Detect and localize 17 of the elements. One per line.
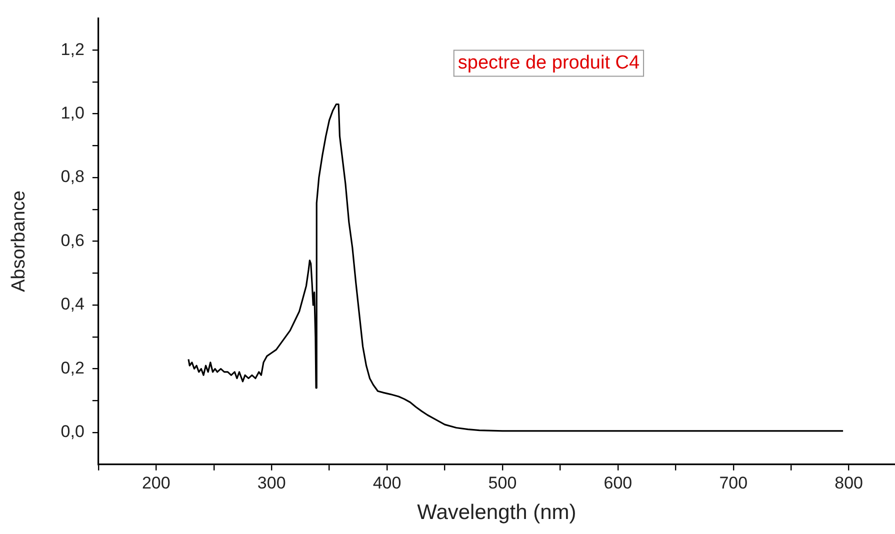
y-tick-label: 0,0 xyxy=(60,422,84,442)
y-tick-label: 1,0 xyxy=(60,104,84,122)
x-tick-label: 300 xyxy=(257,473,286,492)
annotation: spectre de produit C4 xyxy=(458,52,640,74)
y-tick-label: 0,6 xyxy=(60,230,84,250)
x-tick-label: 800 xyxy=(834,473,864,492)
x-axis-title: Wavelength (nm) xyxy=(417,501,576,524)
y-tick-label: 1,2 xyxy=(60,40,84,59)
y-tick-label: 0,4 xyxy=(60,294,84,314)
x-tick-label: 400 xyxy=(372,473,402,492)
x-tick-label: 500 xyxy=(488,473,517,492)
y-tick-label: 0,2 xyxy=(60,358,84,378)
y-axis-title: Absorbance xyxy=(8,190,30,292)
x-tick-label: 700 xyxy=(719,473,748,492)
y-tick-label: 0,8 xyxy=(60,167,84,186)
x-tick-label: 200 xyxy=(142,473,170,492)
x-tick-label: 600 xyxy=(604,473,632,492)
